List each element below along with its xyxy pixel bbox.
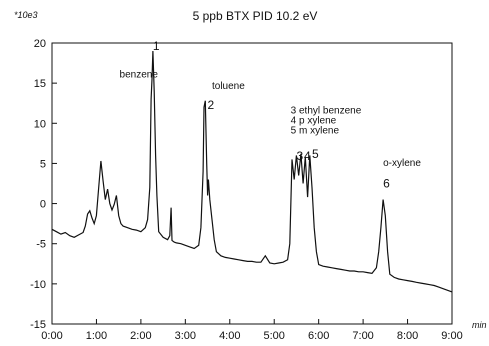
x-tick-label: 7:00 xyxy=(352,330,373,342)
x-axis-unit-label: min xyxy=(472,320,487,330)
x-tick-label: 0:00 xyxy=(41,330,62,342)
compound-label: toluene xyxy=(212,81,245,92)
y-tick-label: -5 xyxy=(36,239,46,251)
peak-label: 5 xyxy=(312,147,319,161)
x-axis: 0:00 1:00 2:00 3:00 4:00 5:00 6:00 7:00 8:00 9:00 xyxy=(41,319,463,342)
compound-label: benzene xyxy=(120,70,159,81)
y-tick-label: 10 xyxy=(34,118,46,130)
peak-label: 1 xyxy=(153,39,160,53)
compound-label: 4 p xylene xyxy=(291,115,337,126)
y-axis: 20 15 10 5 0 -5 -10 -15 xyxy=(30,38,57,331)
peak-number-labels: 1 2 3 4 5 6 xyxy=(153,39,390,190)
compound-label: 3 ethyl benzene xyxy=(291,106,362,117)
y-tick-label: 5 xyxy=(40,158,46,170)
peak-label: 4 xyxy=(304,149,311,163)
peak-label: 3 xyxy=(296,149,303,163)
x-tick-label: 4:00 xyxy=(219,330,240,342)
x-tick-label: 2:00 xyxy=(130,330,151,342)
y-tick-label: -15 xyxy=(30,319,46,331)
plot-frame xyxy=(51,42,453,325)
x-tick-label: 8:00 xyxy=(397,330,418,342)
y-tick-label: 15 xyxy=(34,78,46,90)
y-tick-label: 0 xyxy=(40,199,46,211)
chart-title: 5 ppb BTX PID 10.2 eV xyxy=(193,9,318,23)
x-tick-label: 5:00 xyxy=(264,330,285,342)
y-tick-label: -10 xyxy=(30,279,46,291)
y-multiplier-label: *10e3 xyxy=(14,10,38,20)
x-tick-label: 6:00 xyxy=(308,330,329,342)
chromatogram-trace xyxy=(51,50,453,293)
x-tick-label: 9:00 xyxy=(441,330,462,342)
compound-label: 5 m xylene xyxy=(291,126,340,137)
x-tick-label: 3:00 xyxy=(175,330,196,342)
x-tick-label: 1:00 xyxy=(86,330,107,342)
peak-label: 6 xyxy=(383,177,390,191)
y-tick-label: 20 xyxy=(34,38,46,50)
peak-label: 2 xyxy=(208,98,215,112)
compound-label: o-xylene xyxy=(383,158,421,169)
